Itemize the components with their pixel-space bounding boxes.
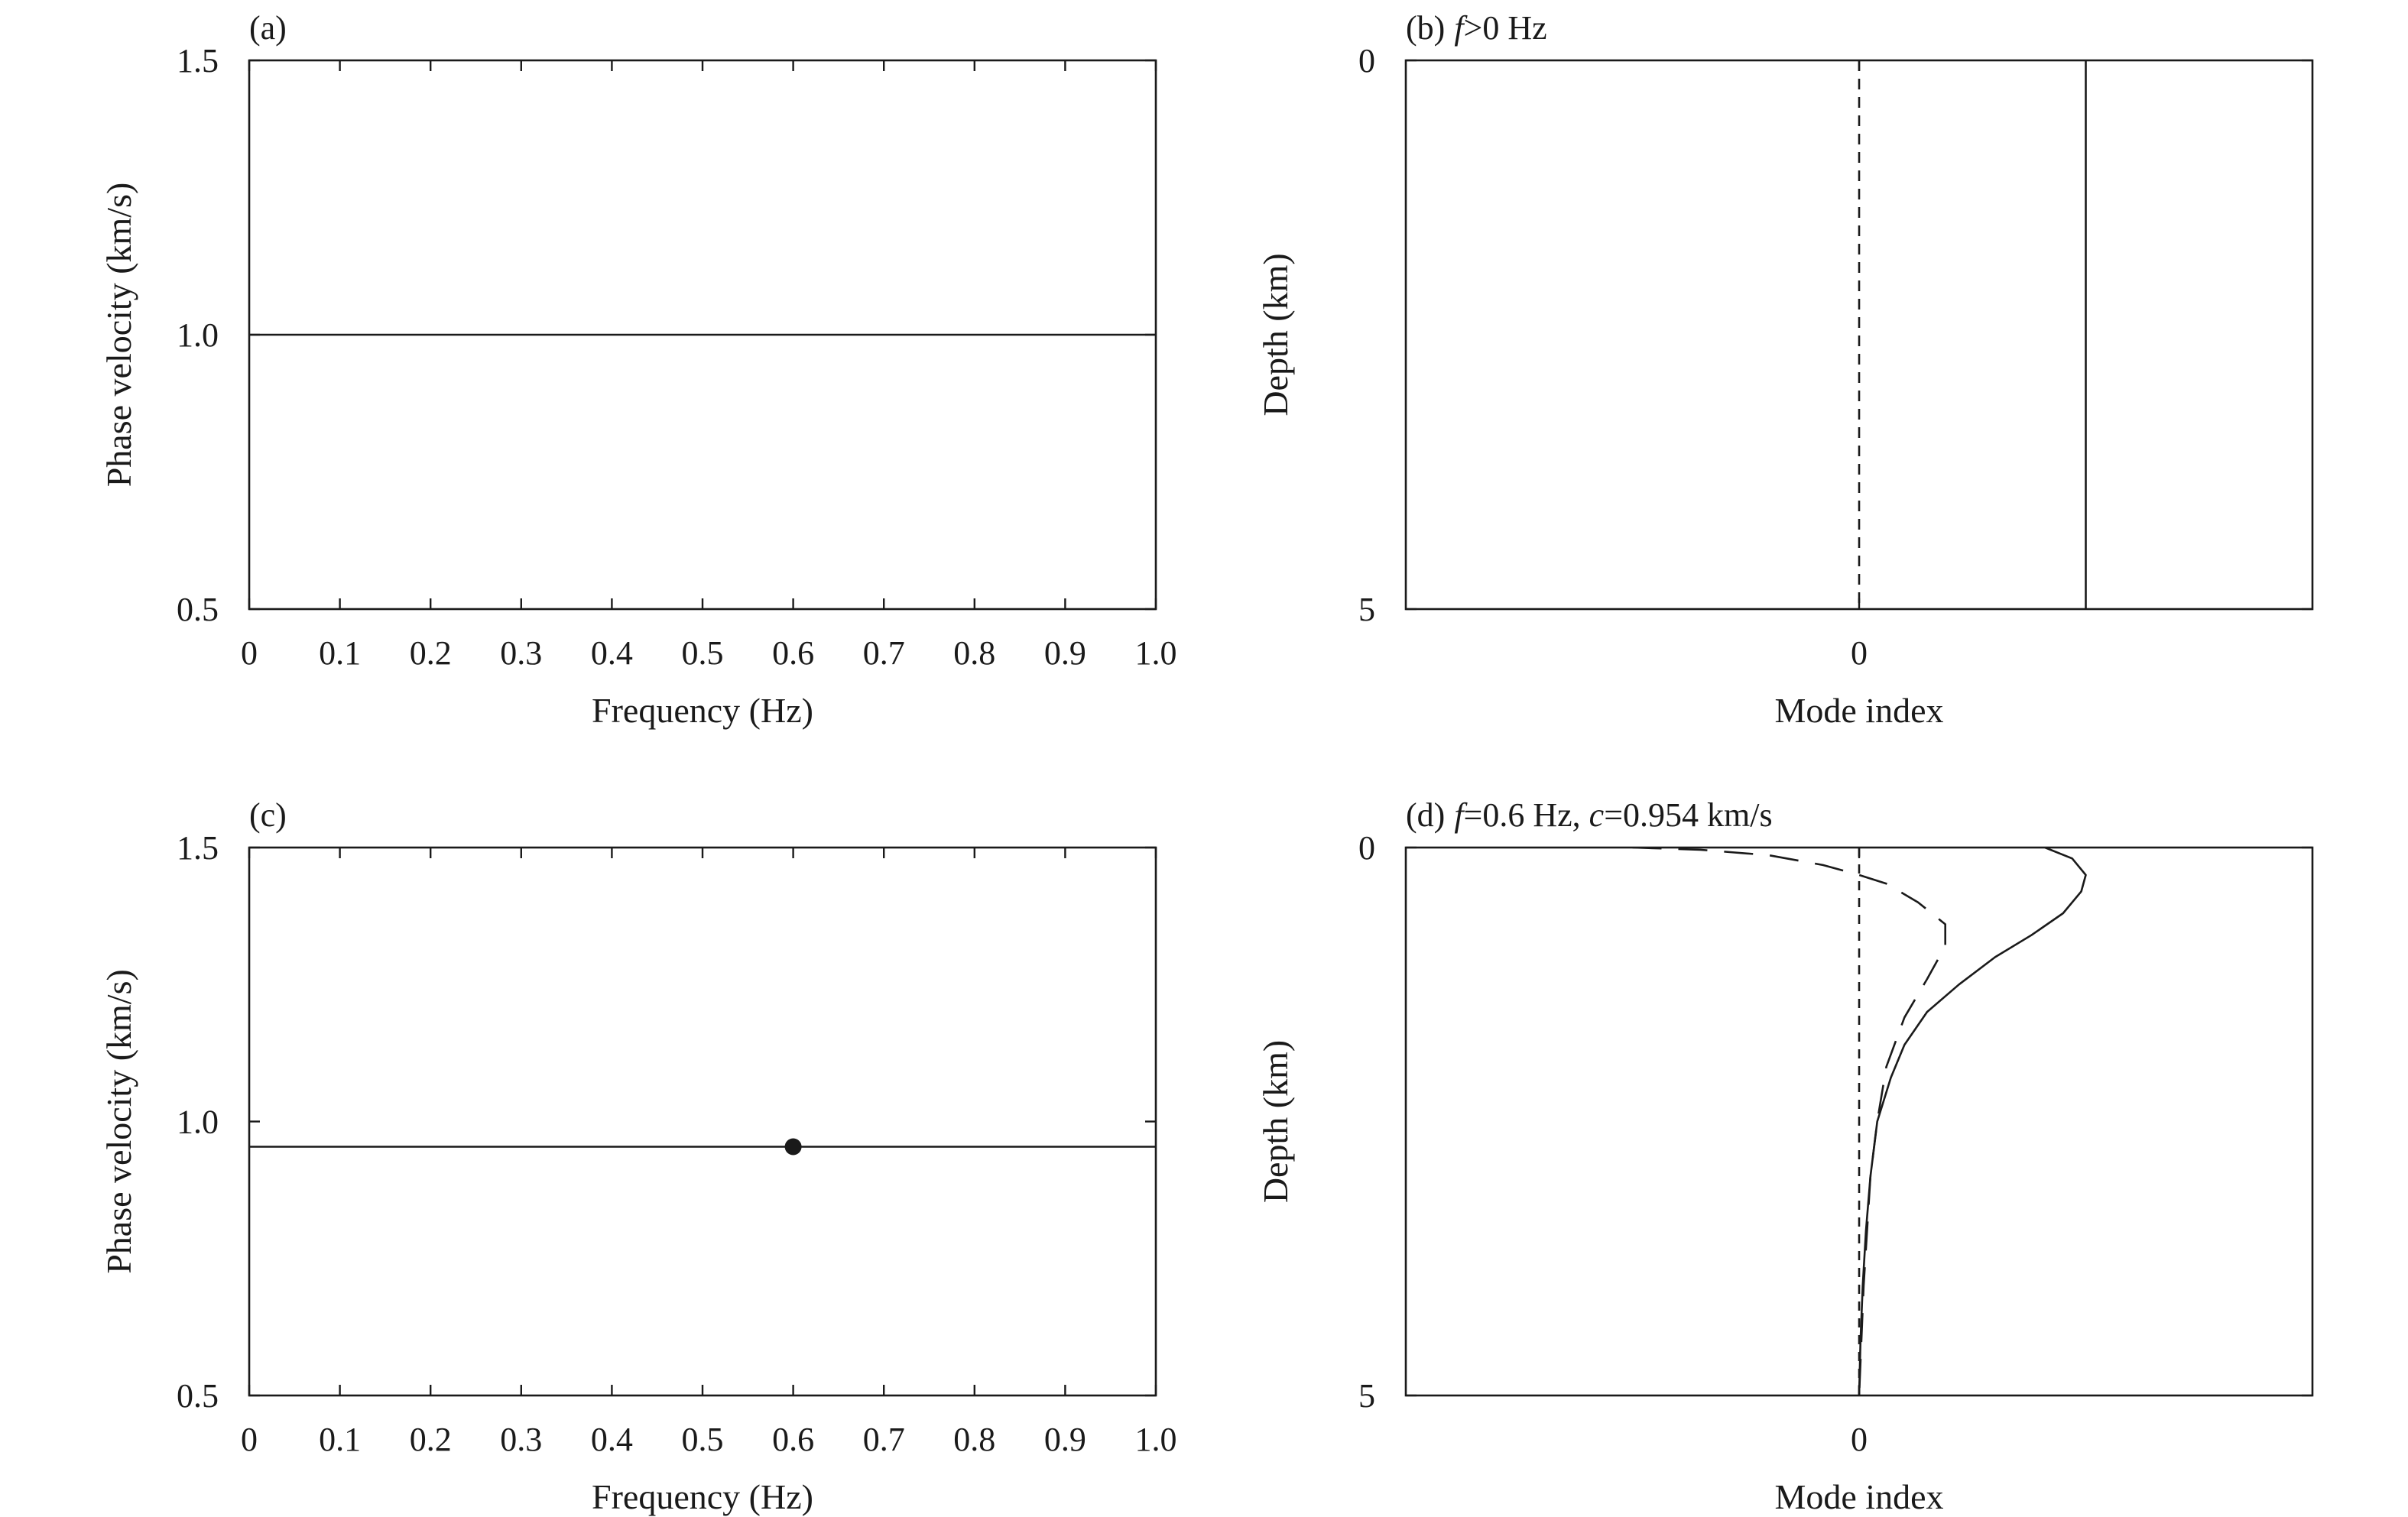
data-point-marker xyxy=(784,1138,802,1156)
x-tick-label: 0.6 xyxy=(772,634,814,672)
series-line-dashed-long xyxy=(1632,848,1946,1395)
x-tick-label: 0.2 xyxy=(410,1421,452,1458)
plot-frame xyxy=(248,846,1157,1397)
y-tick-label: 1.0 xyxy=(177,316,219,354)
series-line-solid xyxy=(1858,848,2087,1395)
panel-letter: (c) xyxy=(249,796,287,834)
y-tick-label: 0.5 xyxy=(177,1377,219,1415)
y-tick-label: 1.5 xyxy=(177,42,219,79)
x-tick-label: 0 xyxy=(1851,1421,1868,1458)
y-axis-label: Phase velocity (km/s) xyxy=(99,183,138,488)
x-tick-label: 0.3 xyxy=(500,1421,542,1458)
x-tick-label: 1.0 xyxy=(1135,1421,1177,1458)
panel-title-part: >0 Hz xyxy=(1464,9,1547,47)
x-axis-label: Mode index xyxy=(1774,691,1943,730)
y-tick-label: 5 xyxy=(1358,1377,1375,1415)
y-axis-label: Depth (km) xyxy=(1256,253,1295,416)
x-tick-label: 0.6 xyxy=(772,1421,814,1458)
x-tick-label: 0.8 xyxy=(953,634,995,672)
panel-title: (b) f>0 Hz xyxy=(1406,9,1547,47)
panel-letter: (a) xyxy=(249,9,287,47)
y-axis-label: Phase velocity (km/s) xyxy=(99,969,138,1274)
panel-title-part: c xyxy=(1589,796,1605,834)
series-group xyxy=(1632,848,2087,1395)
panel-d: 0 0 5 Mode index Depth (km) (d) f=0.6 Hz, c=0.… xyxy=(1256,796,2314,1516)
y-tick-label: 0 xyxy=(1358,42,1375,79)
x-tick-label: 0.5 xyxy=(682,634,724,672)
panel-title: (c) xyxy=(249,796,287,834)
x-tick-label: 0.5 xyxy=(682,1421,724,1458)
y-tick-label: 1.5 xyxy=(177,829,219,867)
panel-title-part: =0.6 Hz, xyxy=(1464,796,1589,834)
panel-title: (d) f=0.6 Hz, c=0.954 km/s xyxy=(1406,796,1773,834)
x-tick-label: 1.0 xyxy=(1135,634,1177,672)
x-tick-label: 0.2 xyxy=(410,634,452,672)
y-tick-label: 0.5 xyxy=(177,591,219,628)
x-tick-label: 0 xyxy=(241,1421,258,1458)
y-tick-label: 1.0 xyxy=(177,1104,219,1141)
x-tick-label: 0.9 xyxy=(1044,634,1086,672)
x-tick-label: 0.4 xyxy=(591,1421,633,1458)
x-axis-label: Frequency (Hz) xyxy=(592,1477,813,1516)
panel-letter: (d) xyxy=(1406,796,1445,834)
panel-title-part: =0.954 km/s xyxy=(1604,796,1772,834)
x-tick-label: 0 xyxy=(1851,634,1868,672)
x-tick-label: 0.9 xyxy=(1044,1421,1086,1458)
x-tick-label: 0 xyxy=(241,634,258,672)
panel-a: 0 0.1 0.2 0.3 0.4 0.5 0.6 0.7 0.8 0.9 1.0 0.5 1.0 1.5… xyxy=(99,9,1177,730)
x-axis-label: Frequency (Hz) xyxy=(592,691,813,730)
panel-b: 0 0 5 Mode index Depth (km) (b) f>0 Hz xyxy=(1256,9,2314,730)
y-axis-label: Depth (km) xyxy=(1256,1040,1295,1203)
y-tick-label: 5 xyxy=(1358,591,1375,628)
x-tick-label: 0.1 xyxy=(319,1421,361,1458)
x-tick-label: 0.8 xyxy=(953,1421,995,1458)
x-tick-label: 0.3 xyxy=(500,634,542,672)
x-tick-label: 0.7 xyxy=(863,634,905,672)
panel-c: 0 0.1 0.2 0.3 0.4 0.5 0.6 0.7 0.8 0.9 1.0 0.5 1.0 1.5… xyxy=(99,796,1177,1516)
x-tick-label: 0.7 xyxy=(863,1421,905,1458)
series-group xyxy=(1858,60,2087,609)
x-axis-label: Mode index xyxy=(1774,1477,1943,1516)
panel-title: (a) xyxy=(249,9,287,47)
x-tick-label: 0.1 xyxy=(319,634,361,672)
x-tick-label: 0.4 xyxy=(591,634,633,672)
y-tick-label: 0 xyxy=(1358,829,1375,867)
panel-letter: (b) xyxy=(1406,9,1445,47)
